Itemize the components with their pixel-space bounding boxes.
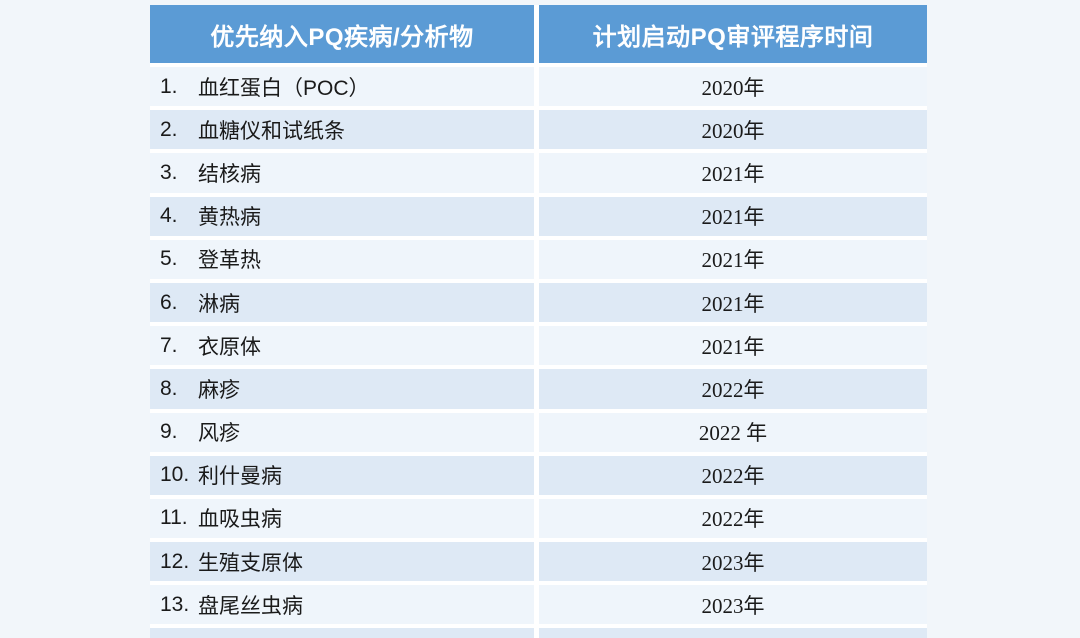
table-row-disease: 7. 衣原体 (150, 326, 534, 366)
table-row-year: 2021年 (539, 282, 927, 323)
row-number: 5. (160, 247, 178, 271)
row-number: 6. (160, 290, 178, 314)
table-row-year: 2021年 (539, 239, 927, 279)
disease-name: 淋病 (198, 292, 240, 316)
table-row-year: 2021年 (539, 196, 927, 236)
table-row-disease: 6. 淋病 (150, 282, 534, 323)
disease-name: 结核病 (198, 162, 261, 186)
row-number: 1. (160, 74, 178, 98)
table-row-disease: 13. 盘尾丝虫病 (150, 585, 534, 625)
table-row-year: 2021年 (539, 326, 927, 366)
row-number: 3. (160, 160, 178, 184)
table-row-disease: 1. 血红蛋白（POC） (150, 67, 534, 107)
table-row-year: 2023年 (539, 585, 927, 625)
table-row-year: 2022年 (539, 369, 927, 409)
disease-name: 利什曼病 (198, 465, 282, 489)
row-number: 11. (160, 506, 188, 530)
table-row-year: 2022 年 (539, 412, 927, 452)
table-row-year: 2023年 (539, 542, 927, 582)
table-row-year: 2020年 (539, 67, 927, 107)
table-row-disease: 8. 麻疹 (150, 369, 534, 409)
table-row-disease: 11. 血吸虫病 (150, 498, 534, 539)
row-number: 7. (160, 333, 178, 357)
table-row-disease: 9. 风疹 (150, 412, 534, 452)
row-number: 12. (160, 549, 190, 573)
row-number: 2. (160, 117, 178, 141)
disease-name: 血红蛋白（POC） (198, 76, 370, 100)
table-row-disease: 2. 血糖仪和试纸条 (150, 110, 534, 150)
row-number: 4. (160, 204, 178, 228)
disease-name: 盘尾丝虫病 (198, 594, 303, 618)
table-row-year: 2022年 (539, 498, 927, 539)
row-number: 10. (160, 463, 190, 487)
partial-next-row (539, 628, 927, 638)
row-number: 8. (160, 376, 178, 400)
partial-next-row (150, 628, 534, 638)
table-row-disease: 12. 生殖支原体 (150, 542, 534, 582)
disease-name: 麻疹 (198, 378, 240, 402)
disease-name: 登革热 (198, 249, 261, 273)
pq-priority-table: 优先纳入PQ疾病/分析物 计划启动PQ审评程序时间 1. 血红蛋白（POC） 2… (150, 5, 927, 638)
disease-name: 黄热病 (198, 206, 261, 230)
disease-name: 生殖支原体 (198, 551, 303, 575)
table-row-year: 2021年 (539, 153, 927, 193)
table-row-year: 2022年 (539, 455, 927, 495)
disease-name: 血吸虫病 (198, 508, 282, 532)
row-number: 9. (160, 420, 178, 444)
table-row-disease: 5. 登革热 (150, 239, 534, 279)
disease-name: 血糖仪和试纸条 (198, 119, 345, 143)
table-row-disease: 10. 利什曼病 (150, 455, 534, 495)
table-header-diseases: 优先纳入PQ疾病/分析物 (150, 5, 534, 63)
row-number: 13. (160, 592, 190, 616)
disease-name: 风疹 (198, 422, 240, 446)
table-row-disease: 3. 结核病 (150, 153, 534, 193)
table-row-year: 2020年 (539, 110, 927, 150)
table-row-disease: 4. 黄热病 (150, 196, 534, 236)
table-header-timeline: 计划启动PQ审评程序时间 (539, 5, 927, 63)
disease-name: 衣原体 (198, 335, 261, 359)
